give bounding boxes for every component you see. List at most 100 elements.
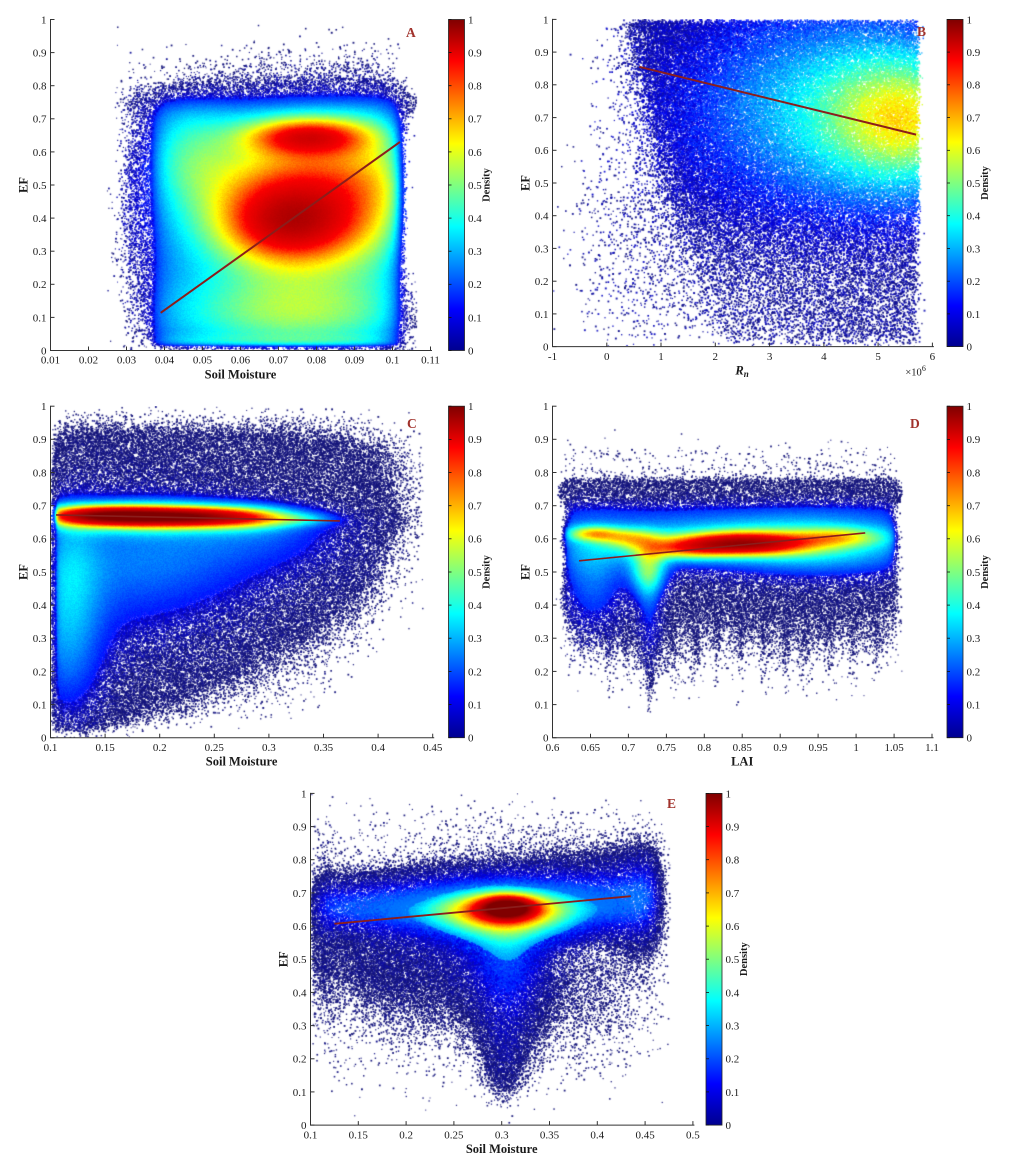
svg-text:0.9: 0.9 [535, 434, 549, 446]
svg-text:0.3: 0.3 [495, 1129, 509, 1141]
svg-text:0.5: 0.5 [33, 567, 47, 579]
svg-text:×106: ×106 [905, 364, 925, 379]
svg-text:0.8: 0.8 [967, 467, 981, 479]
svg-text:0.15: 0.15 [95, 742, 115, 754]
svg-text:0.7: 0.7 [33, 501, 47, 513]
svg-text:0.75: 0.75 [657, 742, 677, 754]
svg-text:0.4: 0.4 [33, 600, 47, 612]
svg-text:EF: EF [519, 175, 533, 191]
svg-text:Soil Moisture: Soil Moisture [205, 368, 277, 382]
svg-text:1: 1 [543, 14, 549, 26]
svg-text:0.2: 0.2 [399, 1129, 413, 1141]
svg-text:EF: EF [17, 177, 31, 193]
svg-text:0.5: 0.5 [468, 567, 482, 579]
svg-text:0.9: 0.9 [293, 822, 307, 834]
svg-text:0.3: 0.3 [967, 243, 981, 255]
svg-text:Density: Density [980, 165, 991, 200]
svg-text:0.9: 0.9 [773, 742, 787, 754]
svg-text:Density: Density [482, 554, 493, 589]
svg-text:0: 0 [967, 342, 973, 354]
svg-text:0.2: 0.2 [535, 666, 549, 678]
svg-text:0.3: 0.3 [468, 246, 482, 258]
svg-text:0.02: 0.02 [79, 355, 98, 367]
svg-text:1: 1 [301, 788, 307, 800]
svg-text:0: 0 [543, 342, 549, 354]
svg-text:0.85: 0.85 [733, 742, 753, 754]
svg-text:1: 1 [468, 401, 474, 413]
svg-text:0.1: 0.1 [33, 700, 47, 712]
svg-text:Soil Moisture: Soil Moisture [206, 755, 278, 769]
svg-text:6: 6 [930, 351, 936, 363]
svg-text:0.6: 0.6 [293, 921, 307, 933]
svg-text:0.2: 0.2 [33, 279, 47, 291]
svg-text:0.6: 0.6 [535, 145, 549, 157]
svg-text:0.6: 0.6 [33, 147, 47, 159]
svg-text:0.5: 0.5 [293, 954, 307, 966]
svg-text:0.7: 0.7 [468, 501, 482, 513]
svg-text:1: 1 [967, 14, 973, 26]
svg-text:0.3: 0.3 [726, 1021, 740, 1033]
svg-text:0.6: 0.6 [726, 921, 740, 933]
svg-text:0.7: 0.7 [967, 501, 981, 513]
svg-text:0.01: 0.01 [41, 355, 60, 367]
svg-text:0.25: 0.25 [444, 1129, 464, 1141]
svg-text:0.6: 0.6 [33, 534, 47, 546]
svg-text:1: 1 [543, 401, 549, 413]
svg-text:0.5: 0.5 [535, 178, 549, 190]
svg-text:0.7: 0.7 [293, 888, 307, 900]
svg-text:0: 0 [604, 351, 610, 363]
svg-text:0: 0 [468, 733, 474, 745]
svg-text:0.3: 0.3 [535, 633, 549, 645]
svg-text:0.8: 0.8 [726, 855, 740, 867]
svg-text:0.8: 0.8 [967, 80, 981, 92]
svg-text:0.4: 0.4 [468, 213, 482, 225]
svg-text:0.4: 0.4 [535, 600, 549, 612]
svg-text:0.3: 0.3 [535, 243, 549, 255]
svg-text:0.6: 0.6 [535, 534, 549, 546]
svg-text:0: 0 [967, 733, 973, 745]
svg-text:0: 0 [41, 733, 47, 745]
svg-text:0.5: 0.5 [967, 567, 981, 579]
svg-text:0.2: 0.2 [967, 666, 981, 678]
svg-text:0.1: 0.1 [44, 742, 58, 754]
svg-text:5: 5 [875, 351, 881, 363]
svg-text:1: 1 [658, 351, 664, 363]
svg-text:0.1: 0.1 [967, 309, 981, 321]
svg-text:0: 0 [41, 345, 47, 357]
svg-text:EF: EF [519, 564, 533, 580]
svg-text:0.8: 0.8 [535, 80, 549, 92]
svg-text:0.8: 0.8 [33, 81, 47, 93]
svg-text:0.8: 0.8 [697, 742, 711, 754]
svg-text:Soil Moisture: Soil Moisture [466, 1142, 538, 1156]
svg-text:0.9: 0.9 [468, 48, 482, 60]
svg-text:C: C [407, 416, 417, 431]
svg-text:0.3: 0.3 [967, 633, 981, 645]
svg-text:0.25: 0.25 [205, 742, 225, 754]
svg-text:A: A [406, 25, 416, 40]
svg-text:0.1: 0.1 [33, 312, 47, 324]
svg-text:1: 1 [853, 742, 859, 754]
svg-text:0.4: 0.4 [967, 211, 981, 223]
svg-text:0.7: 0.7 [967, 113, 981, 125]
svg-text:0: 0 [301, 1120, 307, 1132]
svg-text:0.8: 0.8 [293, 855, 307, 867]
svg-text:1: 1 [726, 788, 732, 800]
svg-text:0.7: 0.7 [468, 114, 482, 126]
svg-text:0.2: 0.2 [535, 276, 549, 288]
svg-text:0.4: 0.4 [967, 600, 981, 612]
svg-text:0.1: 0.1 [535, 700, 549, 712]
svg-text:0.9: 0.9 [967, 47, 981, 59]
svg-text:0.5: 0.5 [686, 1129, 700, 1141]
svg-text:0.8: 0.8 [535, 467, 549, 479]
svg-text:0.6: 0.6 [967, 145, 981, 157]
svg-text:0.1: 0.1 [468, 312, 482, 324]
svg-text:0.35: 0.35 [540, 1129, 560, 1141]
svg-text:E: E [667, 796, 676, 811]
svg-text:Density: Density [739, 942, 750, 977]
svg-text:3: 3 [767, 351, 773, 363]
svg-text:0.1: 0.1 [967, 700, 981, 712]
svg-text:0.11: 0.11 [421, 355, 440, 367]
svg-text:0.04: 0.04 [155, 355, 175, 367]
svg-text:1.1: 1.1 [925, 742, 939, 754]
svg-text:0.9: 0.9 [468, 434, 482, 446]
